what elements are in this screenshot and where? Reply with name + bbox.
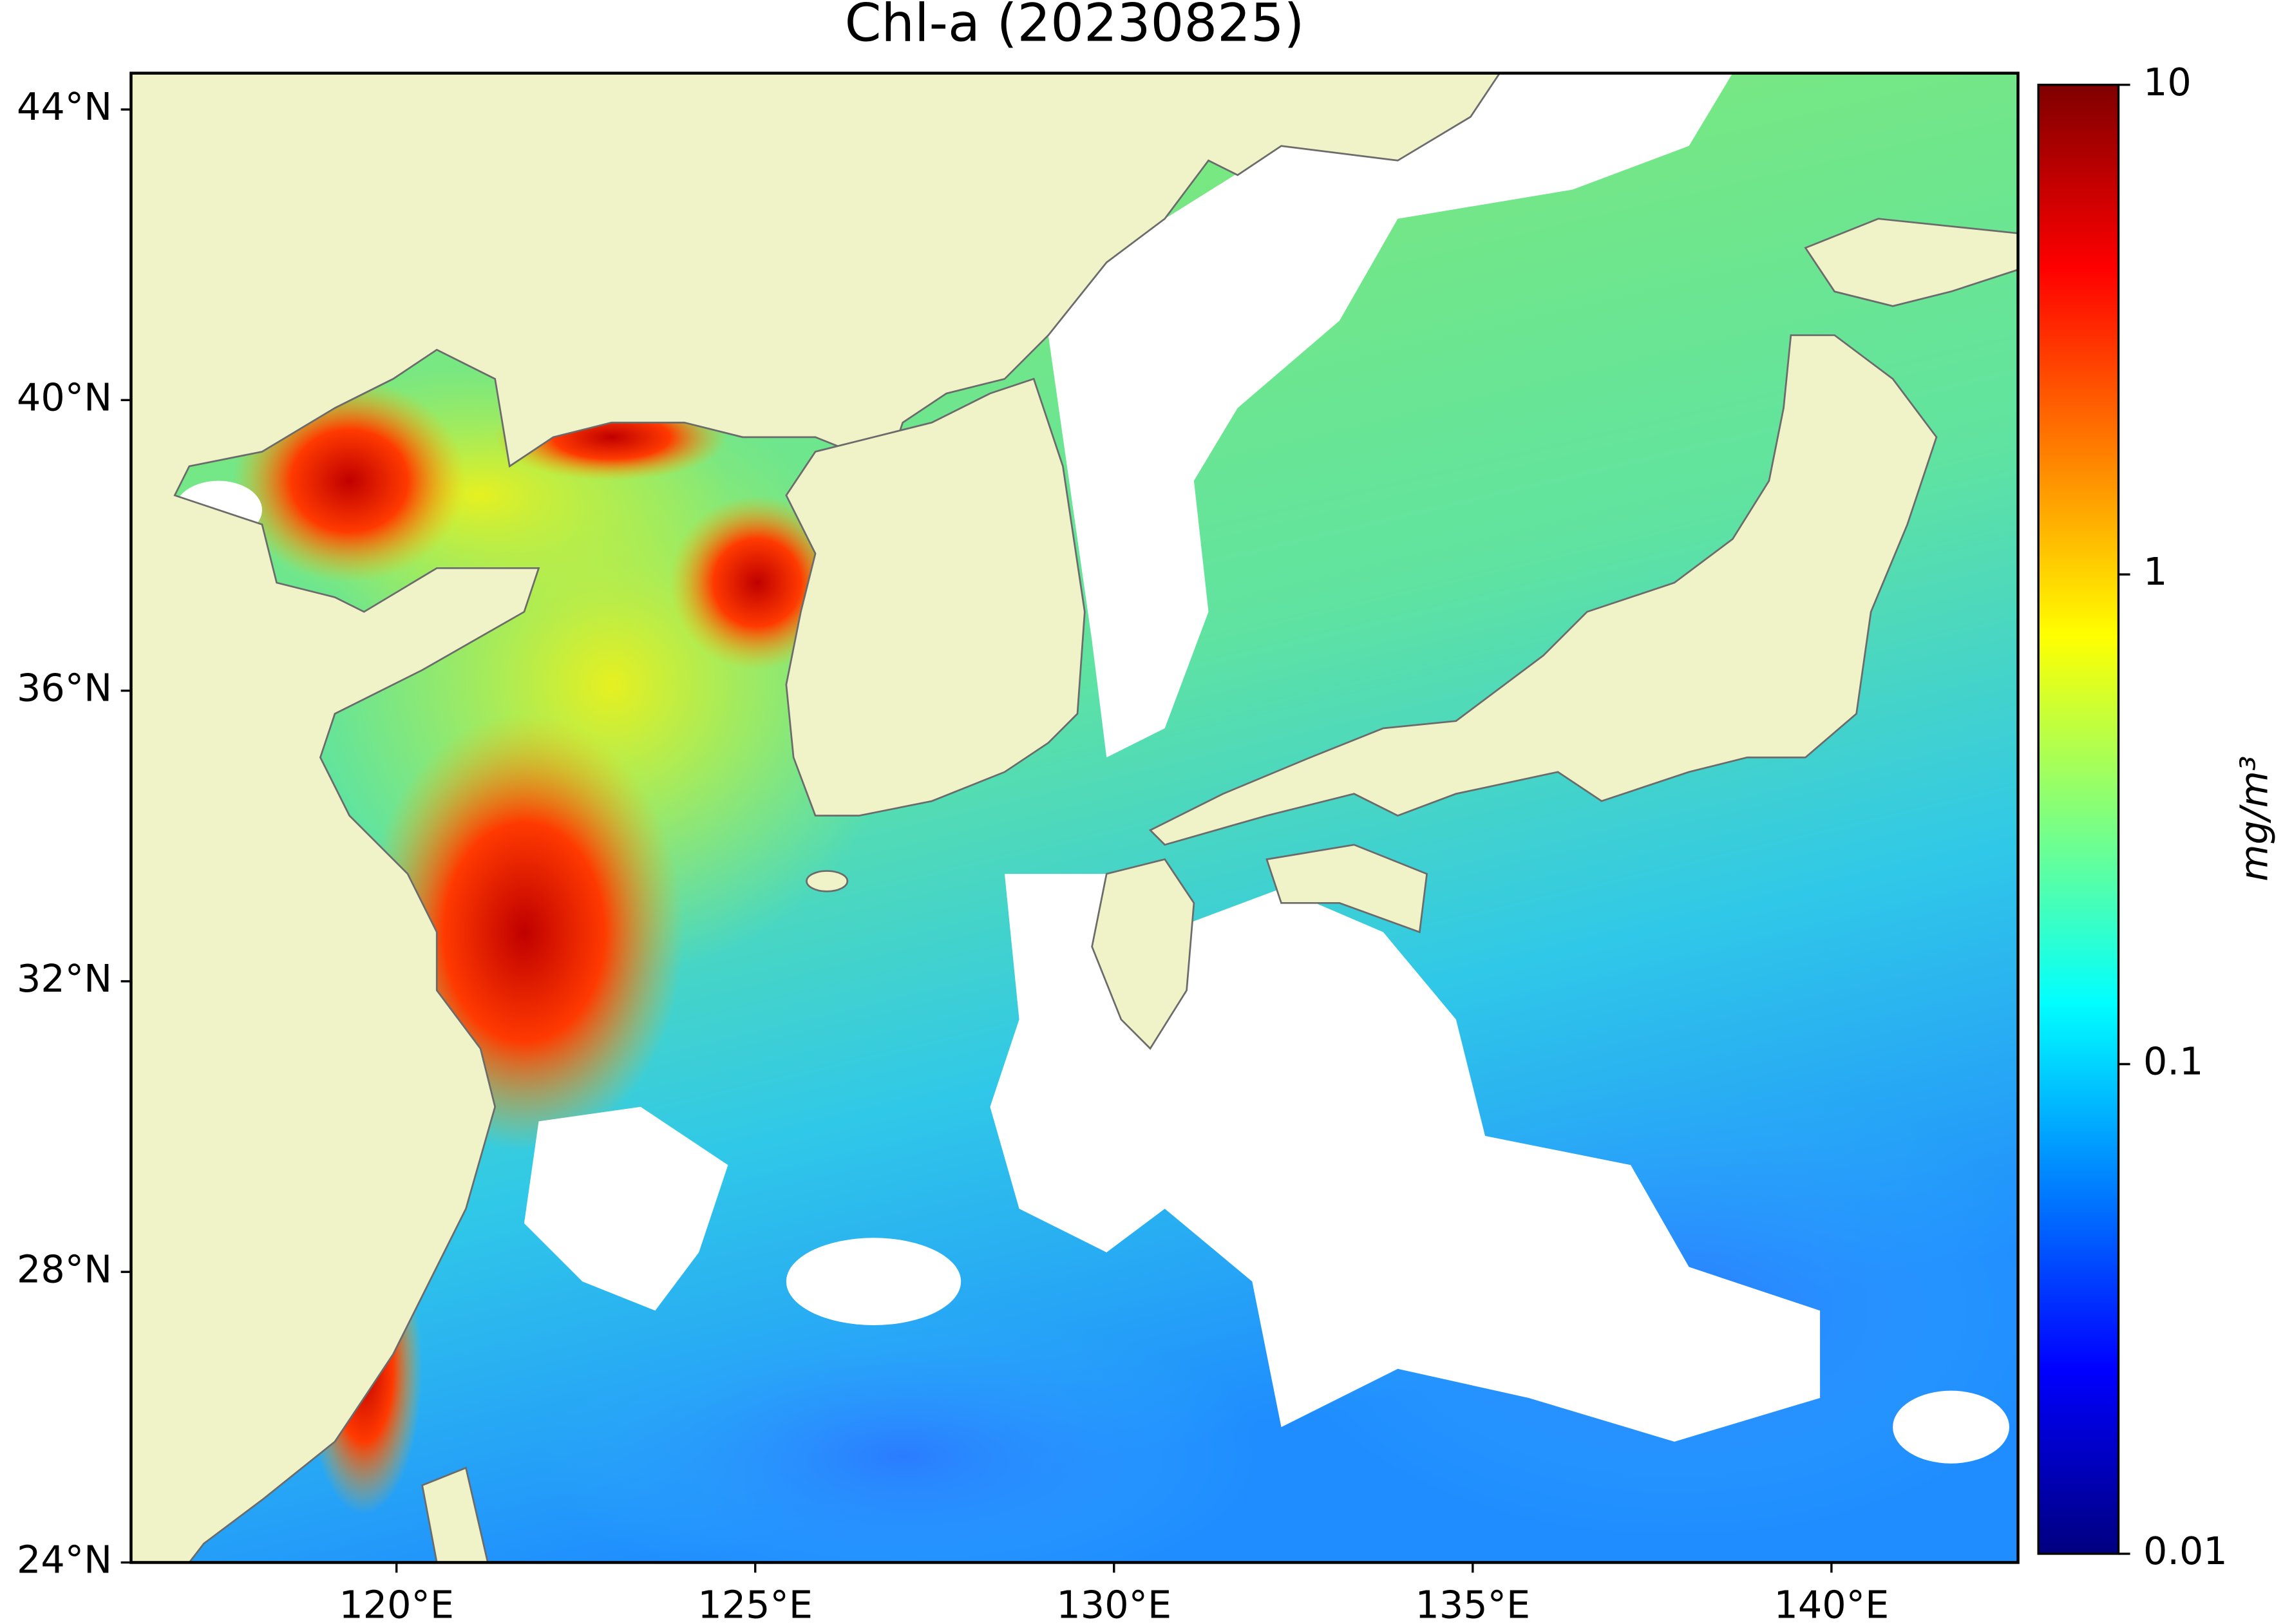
colorbar	[2037, 84, 2120, 1555]
x-tick-label: 125°E	[697, 1583, 813, 1624]
colorbar-tick-label: 10	[2143, 60, 2192, 104]
cloud	[1893, 1390, 2009, 1464]
x-tick-label: 120°E	[339, 1583, 454, 1624]
cloud	[1048, 73, 1733, 758]
land-mainland	[131, 73, 1501, 1563]
y-tick-label: 28°N	[17, 1247, 112, 1291]
cloud	[786, 1238, 962, 1325]
low-chl	[538, 1310, 1267, 1563]
cloud	[990, 874, 1821, 1442]
plot-frame	[129, 71, 2020, 1564]
colorbar-label: mg/m³	[2231, 756, 2276, 882]
y-tick-label: 36°N	[17, 666, 112, 710]
y-tick-label: 32°N	[17, 956, 112, 1001]
colorbar-tick-label: 0.01	[2143, 1529, 2228, 1573]
land-honshu	[1148, 334, 1938, 846]
x-tick-label: 135°E	[1415, 1583, 1530, 1624]
map-image	[131, 73, 2018, 1563]
land-taiwan	[421, 1466, 489, 1563]
x-tick-label: 130°E	[1056, 1583, 1171, 1624]
colorbar-tick-label: 1	[2143, 549, 2167, 594]
y-tick-label: 24°N	[17, 1538, 112, 1582]
land-kyushu	[1091, 858, 1195, 1050]
cloud	[524, 1106, 728, 1311]
land-jeju	[806, 870, 849, 892]
chart-title: Chl-a (20230825)	[845, 0, 1305, 54]
land-shikoku	[1265, 844, 1428, 934]
land-korea	[785, 377, 1086, 817]
land-hokkaido	[1804, 218, 2018, 307]
y-tick-label: 44°N	[17, 84, 112, 129]
colorbar-tick-label: 0.1	[2143, 1039, 2203, 1084]
x-tick-label: 140°E	[1774, 1583, 1890, 1624]
y-tick-label: 40°N	[17, 375, 112, 419]
